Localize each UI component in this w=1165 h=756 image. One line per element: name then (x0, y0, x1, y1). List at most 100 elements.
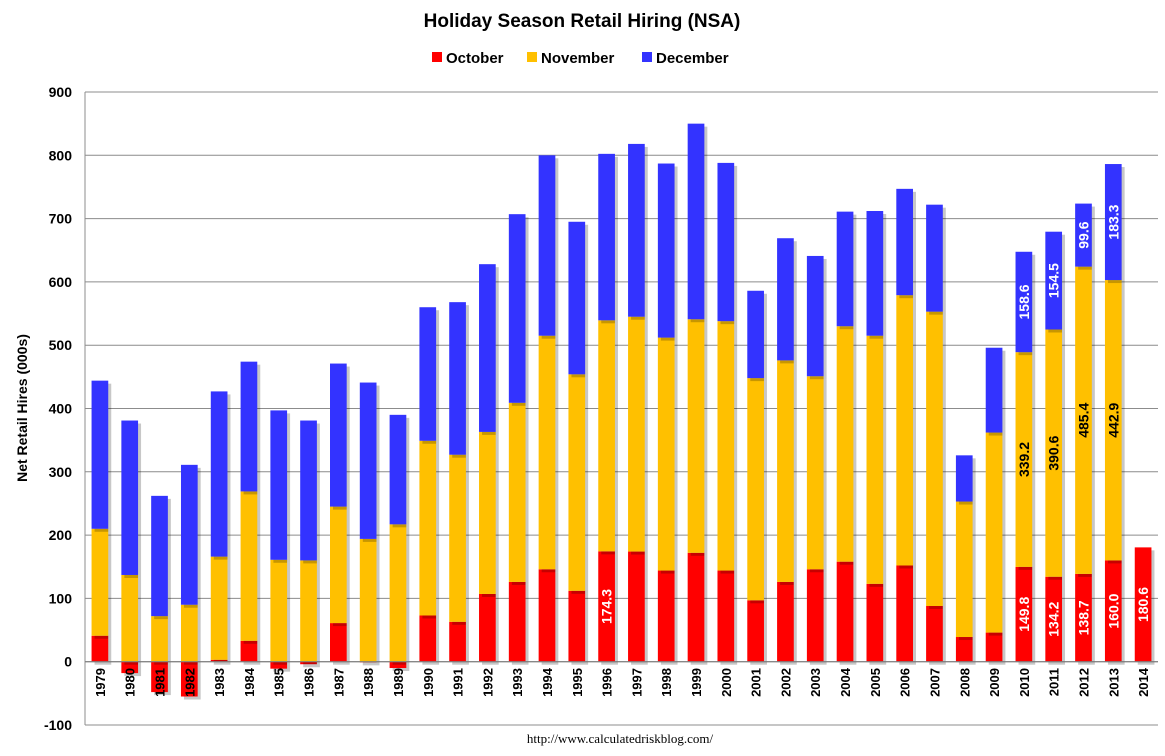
bar-november-2008 (955, 501, 973, 638)
bar-november-1979 (91, 528, 109, 636)
bar-november-1980 (121, 574, 139, 662)
bar-november-1992 (479, 431, 496, 594)
bar-october-2001 (747, 600, 764, 662)
x-tick-label: 1980 (123, 668, 138, 697)
bar-december-1994 (538, 155, 556, 336)
bar-november-2010 (1015, 352, 1033, 567)
bar-december-1988 (359, 382, 377, 539)
x-tick-label: 1979 (93, 668, 108, 697)
bar-november-2002 (777, 360, 794, 582)
bar-december-1990 (419, 307, 437, 441)
bar-november-1996 (598, 320, 615, 552)
bar-december-1986 (300, 420, 317, 561)
data-label-november-2011: 390.6 (1046, 435, 1062, 470)
bar-december-2009 (985, 347, 1003, 433)
bar-october-2011 (1045, 576, 1063, 662)
x-tick-label: 2006 (898, 668, 913, 697)
data-label-november-2013: 442.9 (1105, 403, 1121, 438)
bar-november-1997 (628, 316, 645, 552)
bar-november-1988 (359, 538, 377, 662)
data-labels: 174.3 149.8 134.2 138.7 160.0 180.6 339.2 390.6… (599, 204, 1151, 636)
source-url: http://www.calculatedriskblog.com/ (527, 731, 714, 746)
bar-october-2006 (896, 565, 913, 662)
bar-october-2002 (777, 581, 794, 662)
bar-november-1984 (240, 491, 258, 641)
bar-october-1990 (419, 615, 437, 662)
bar-december-2007 (926, 204, 943, 312)
bar-shadow (362, 664, 380, 666)
bar-october-1983 (210, 659, 228, 662)
bar-november-1991 (449, 454, 466, 622)
x-tick-label: 1998 (659, 668, 674, 697)
bar-december-1997 (628, 143, 645, 317)
bar-october-1991 (449, 621, 466, 662)
x-tick-label: 1997 (629, 668, 644, 697)
bar-november-1990 (419, 440, 437, 616)
bars (91, 123, 1155, 700)
bar-october-1998 (657, 570, 675, 662)
x-tick-label: 1993 (510, 668, 525, 697)
y-tick-label: 400 (49, 401, 73, 417)
bar-november-2000 (717, 321, 735, 571)
y-axis-label: Net Retail Hires (000s) (14, 334, 30, 482)
data-label-november-2012: 485.4 (1075, 403, 1091, 438)
bar-december-1983 (210, 391, 228, 557)
data-label-october-2010: 149.8 (1016, 597, 1032, 632)
x-tick-label: 1996 (600, 668, 615, 697)
data-label-december-2012: 99.6 (1075, 221, 1091, 248)
bar-november-1995 (568, 374, 586, 591)
bar-october-2014 (1134, 547, 1152, 662)
bar-october-1994 (538, 569, 556, 662)
bar-october-1985 (270, 661, 288, 669)
x-tick-label: 2010 (1017, 668, 1032, 697)
bar-october-2009 (985, 632, 1003, 662)
bar-december-2006 (896, 188, 913, 296)
bar-november-2009 (985, 432, 1003, 633)
bar-october-1979 (91, 635, 109, 662)
bar-october-2013 (1104, 560, 1122, 662)
bar-october-1986 (300, 661, 317, 665)
x-tick-label: 1990 (421, 668, 436, 697)
x-tick-label: 1982 (182, 668, 197, 697)
bar-november-2005 (866, 335, 884, 584)
bar-december-1999 (687, 123, 705, 320)
x-tick-label: 2008 (957, 668, 972, 697)
x-tick-label: 1986 (302, 668, 317, 697)
bar-october-2010 (1015, 566, 1033, 662)
bar-october-2003 (806, 569, 824, 662)
y-tick-label: 600 (49, 274, 73, 290)
bar-shadow (213, 662, 231, 665)
bar-october-1984 (240, 640, 258, 662)
bar-november-2001 (747, 378, 764, 601)
legend-label-december: December (656, 50, 729, 67)
bar-november-1987 (330, 506, 347, 624)
y-tick-label: 800 (49, 147, 73, 163)
bar-december-2001 (747, 290, 764, 379)
data-label-october-2011: 134.2 (1046, 602, 1062, 637)
x-tick-label: 1999 (689, 668, 704, 697)
bar-december-2010 (1015, 251, 1033, 353)
y-tick-label: 700 (49, 211, 73, 227)
bar-october-1996 (598, 551, 615, 662)
x-tick-label: 1988 (361, 668, 376, 697)
bar-november-1999 (687, 319, 705, 553)
x-tick-label: 2005 (868, 668, 883, 697)
bar-december-2002 (777, 238, 794, 361)
y-tick-label: 900 (49, 84, 73, 100)
bar-october-2008 (955, 637, 973, 662)
bar-november-2003 (806, 376, 824, 570)
bar-december-1984 (240, 361, 258, 492)
bar-november-2006 (896, 295, 913, 566)
bar-november-1993 (508, 402, 526, 582)
bar-december-1981 (151, 495, 168, 617)
bar-october-2007 (926, 605, 943, 662)
bar-october-1987 (330, 623, 347, 662)
legend: October November December (432, 50, 729, 67)
bar-december-1993 (508, 214, 526, 403)
y-tick-label: 200 (49, 527, 73, 543)
bar-december-1996 (598, 153, 615, 321)
axes (84, 92, 1158, 725)
bar-december-2013 (1104, 164, 1122, 281)
bar-november-1981 (151, 616, 168, 662)
legend-swatch-december (642, 52, 652, 62)
